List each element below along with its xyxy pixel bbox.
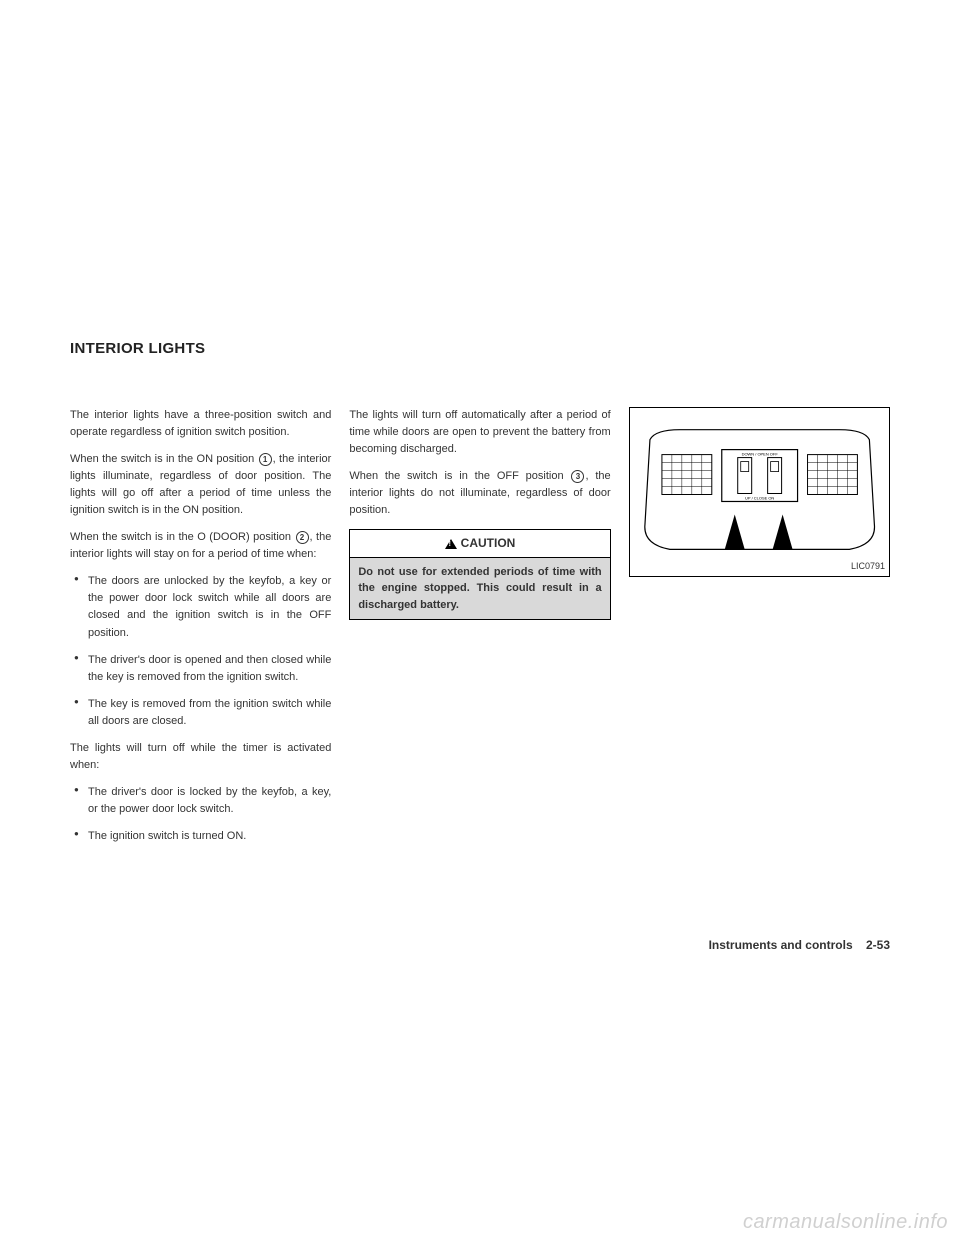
figure-code: LIC0791: [851, 560, 885, 574]
warning-icon: [445, 539, 457, 549]
caution-body: Do not use for extended periods of time …: [350, 558, 609, 620]
circled-3-icon: 3: [571, 470, 584, 483]
circled-1-icon: 1: [259, 453, 272, 466]
text-fragment: When the switch is in the OFF position: [349, 470, 570, 482]
svg-text:UP / CLOSE ON: UP / CLOSE ON: [745, 495, 774, 500]
column-2: The lights will turn off automatically a…: [349, 407, 610, 855]
bullet-list-1: The doors are unlocked by the keyfob, a …: [70, 573, 331, 729]
para-door-position: When the switch is in the O (DOOR) posit…: [70, 529, 331, 563]
list-item: The doors are unlocked by the keyfob, a …: [70, 573, 331, 641]
para-timer: The lights will turn off while the timer…: [70, 740, 331, 774]
overhead-console-diagram: DOWN / OPEN OFF UP / CLOSE ON: [630, 408, 889, 576]
para-intro: The interior lights have a three-positio…: [70, 407, 331, 441]
content-columns: The interior lights have a three-positio…: [70, 407, 890, 855]
caution-box: CAUTION Do not use for extended periods …: [349, 529, 610, 620]
svg-text:DOWN / OPEN OFF: DOWN / OPEN OFF: [741, 452, 778, 457]
bullet-list-2: The driver's door is locked by the keyfo…: [70, 784, 331, 845]
footer-section: Instruments and controls: [709, 938, 853, 952]
column-1: The interior lights have a three-positio…: [70, 407, 331, 855]
column-3: DOWN / OPEN OFF UP / CLOSE ON LIC0791: [629, 407, 890, 855]
caution-label: CAUTION: [461, 534, 516, 553]
text-fragment: When the switch is in the O (DOOR) posit…: [70, 531, 295, 543]
footer-page: 2-53: [866, 938, 890, 952]
list-item: The key is removed from the ignition swi…: [70, 696, 331, 730]
figure-box: DOWN / OPEN OFF UP / CLOSE ON LIC0791: [629, 407, 890, 577]
section-title: INTERIOR LIGHTS: [70, 340, 890, 357]
watermark: carmanualsonline.info: [743, 1211, 948, 1234]
para-auto-off: The lights will turn off automatically a…: [349, 407, 610, 458]
list-item: The driver's door is opened and then clo…: [70, 652, 331, 686]
caution-header: CAUTION: [350, 530, 609, 558]
page-footer: Instruments and controls 2-53: [709, 938, 890, 952]
text-fragment: When the switch is in the ON position: [70, 453, 258, 465]
para-on-position: When the switch is in the ON position 1,…: [70, 451, 331, 519]
manual-page: INTERIOR LIGHTS The interior lights have…: [0, 0, 960, 855]
para-off-position: When the switch is in the OFF position 3…: [349, 468, 610, 519]
list-item: The driver's door is locked by the keyfo…: [70, 784, 331, 818]
circled-2-icon: 2: [296, 531, 309, 544]
list-item: The ignition switch is turned ON.: [70, 828, 331, 845]
